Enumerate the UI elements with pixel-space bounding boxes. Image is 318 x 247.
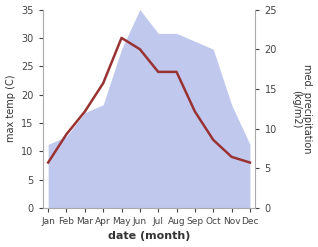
Y-axis label: med. precipitation
(kg/m2): med. precipitation (kg/m2) [291, 64, 313, 153]
Y-axis label: max temp (C): max temp (C) [5, 75, 16, 143]
X-axis label: date (month): date (month) [108, 231, 190, 242]
